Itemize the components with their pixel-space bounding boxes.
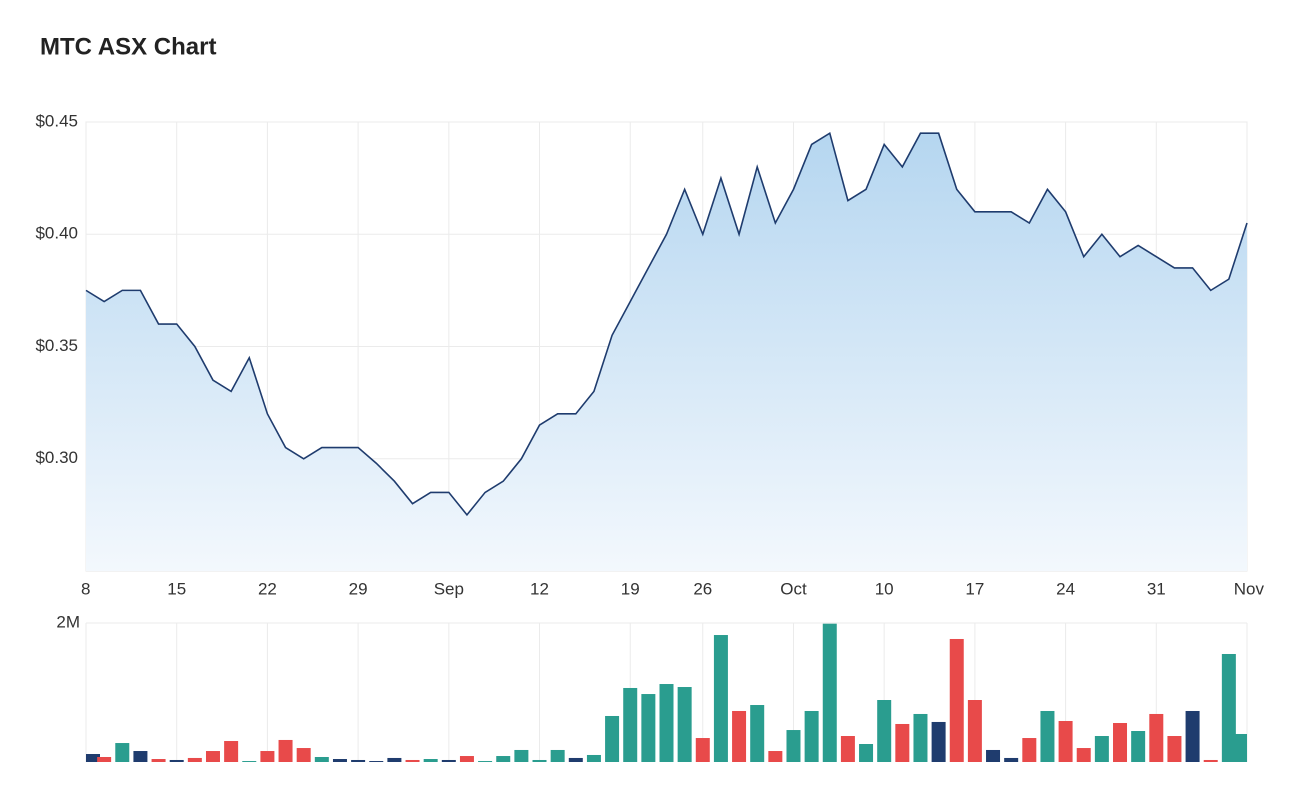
- volume-bar: [949, 638, 964, 762]
- volume-bar: [786, 730, 801, 762]
- volume-bar: [296, 748, 311, 762]
- x-tick-label: 26: [693, 579, 712, 598]
- volume-bar: [967, 700, 982, 762]
- x-tick-label: 19: [621, 579, 640, 598]
- price-line: [85, 131, 1248, 517]
- volume-bar: [1040, 710, 1055, 762]
- volume-bar: [695, 738, 710, 762]
- x-tick-label: 17: [965, 579, 984, 598]
- volume-bar: [986, 749, 1001, 762]
- volume-bar: [1221, 653, 1236, 762]
- volume-bar: [1076, 748, 1091, 762]
- volume-bar: [478, 761, 493, 762]
- volume-bar: [496, 756, 511, 762]
- volume-bar: [86, 754, 100, 762]
- volume-bar: [822, 623, 837, 762]
- volume-bar: [677, 687, 692, 762]
- y-tick-label: $0.45: [35, 111, 78, 130]
- volume-bar: [732, 710, 747, 762]
- volume-bar: [242, 761, 257, 762]
- volume-bar: [332, 759, 347, 762]
- volume-bar: [586, 754, 601, 762]
- volume-bar: [532, 759, 547, 762]
- volume-bar: [713, 635, 728, 762]
- volume-bar: [1058, 720, 1073, 762]
- volume-bar: [931, 721, 946, 762]
- x-tick-label: Nov: [1234, 579, 1265, 598]
- volume-bar: [641, 694, 656, 762]
- volume-bar: [1167, 736, 1182, 762]
- volume-bar: [1149, 713, 1164, 762]
- volume-bar: [1113, 723, 1128, 762]
- volume-bar: [115, 743, 130, 762]
- y-tick-label: $0.35: [35, 336, 78, 355]
- volume-bar: [314, 756, 329, 762]
- volume-bar: [351, 759, 366, 762]
- volume-bar: [859, 743, 874, 762]
- volume-bar: [187, 757, 202, 762]
- volume-bar: [260, 751, 275, 762]
- volume-bar: [913, 713, 928, 762]
- volume-bar: [151, 759, 166, 762]
- volume-bar: [623, 687, 638, 762]
- volume-bar: [205, 751, 220, 762]
- x-tick-label: 29: [349, 579, 368, 598]
- volume-bar: [97, 756, 112, 762]
- x-tick-label: 24: [1056, 579, 1075, 598]
- x-tick-label: 8: [81, 579, 90, 598]
- x-tick-label: 15: [167, 579, 186, 598]
- volume-bar: [1185, 710, 1200, 762]
- volume-bar: [459, 756, 474, 762]
- volume-bar: [840, 736, 855, 762]
- volume-bar: [1131, 731, 1146, 762]
- volume-bar: [369, 761, 384, 762]
- volume-bar: [568, 757, 583, 762]
- volume-bar: [405, 759, 420, 762]
- volume-bar: [1233, 733, 1247, 762]
- volume-bar: [169, 759, 184, 762]
- x-tick-label: 10: [875, 579, 894, 598]
- volume-bar: [877, 700, 892, 762]
- volume-bar: [605, 715, 620, 762]
- y-tick-label: 2M: [56, 612, 80, 631]
- volume-bar: [514, 749, 529, 762]
- volume-bar: [387, 757, 402, 762]
- x-tick-label: 22: [258, 579, 277, 598]
- area: [86, 133, 1247, 571]
- volume-bar: [895, 723, 910, 762]
- x-tick-label: 31: [1147, 579, 1166, 598]
- volume-bar: [441, 759, 456, 762]
- volume-bar: [768, 751, 783, 762]
- y-tick-label: $0.40: [35, 224, 78, 243]
- volume-bar: [550, 749, 565, 762]
- y-tick-label: $0.30: [35, 448, 78, 467]
- volume-bar: [659, 684, 674, 762]
- volume-bar: [1094, 736, 1109, 762]
- x-tick-label: Oct: [780, 579, 807, 598]
- volume-bar: [224, 741, 239, 762]
- x-tick-label: 12: [530, 579, 549, 598]
- volume-bar: [423, 759, 438, 762]
- volume-bar: [133, 751, 148, 762]
- volume-bar: [1004, 757, 1019, 762]
- volume-bar: [1203, 759, 1218, 762]
- volume-bar: [750, 705, 765, 762]
- x-tick-label: Sep: [434, 579, 464, 598]
- volume-bar: [278, 739, 293, 762]
- chart-title: MTC ASX Chart: [40, 33, 216, 60]
- volume-bar: [1022, 738, 1037, 762]
- volume-bar: [804, 710, 819, 762]
